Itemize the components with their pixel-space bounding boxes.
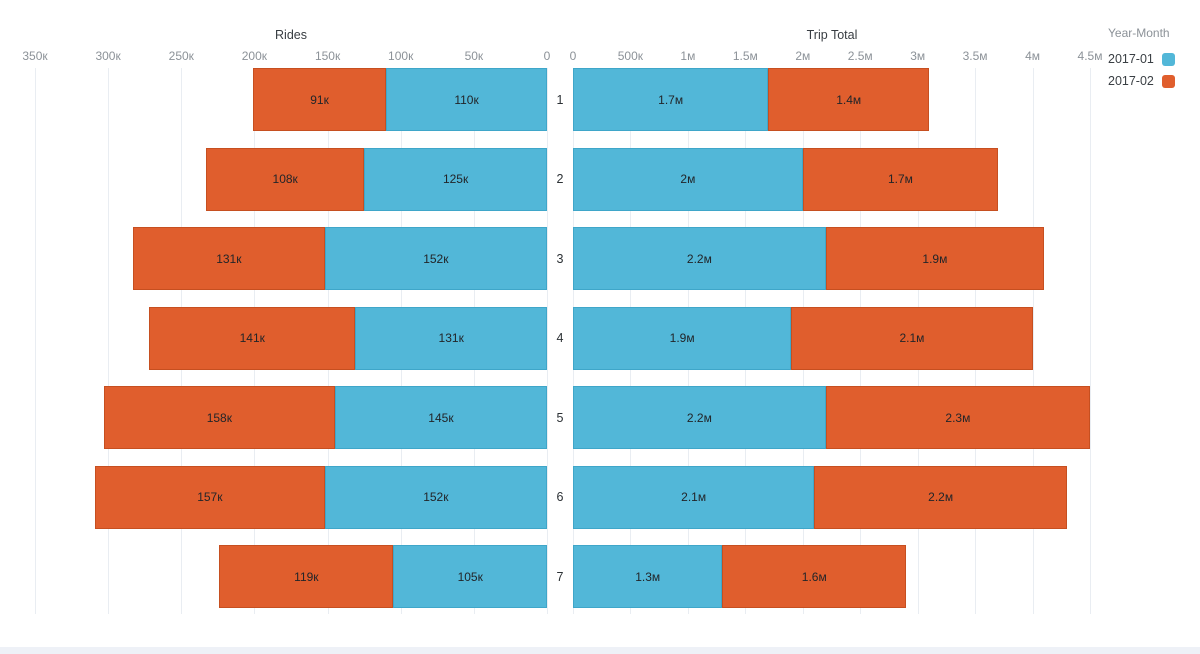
category-label: 2 [556,172,564,186]
legend-title: Year-Month [1108,26,1170,40]
category-label: 7 [556,569,564,584]
legend-item-label: 2017-02 [1108,74,1154,88]
bar-row: 1.7м 1.4м [573,68,1090,131]
legend-item-label: 2017-01 [1108,52,1154,66]
gridline [1032,68,1034,614]
bar-row: 1.3м 1.6м [573,545,1090,608]
axis-tick-label: 4.5м [1077,49,1103,63]
bar-segment-2017-02[interactable]: 108к [206,147,365,211]
axis-tick-label: 150к [314,49,341,63]
right-panel-title: Trip Total [806,28,858,42]
axis-tick-label: 0 [569,49,577,63]
category-label: 3 [556,251,564,266]
category-label: 4 [556,331,564,345]
bar-segment-2017-01[interactable]: 1.3м [573,545,723,608]
gridline [108,68,110,614]
axis-tick-label: 200к [241,49,268,63]
bar-segment-2017-01[interactable]: 145к [334,386,547,449]
legend-swatch [1161,74,1175,88]
bar-segment-2017-02[interactable]: 2.2м [814,465,1068,529]
bar-row: 141к 131к [35,306,547,370]
axis-tick-label: 3м [910,49,926,63]
bar-row: 2.2м 1.9м [573,227,1090,290]
axis-tick-label: 3.5м [962,49,988,63]
bar-segment-2017-01[interactable]: 131к [355,306,547,370]
axis-tick-label: 1.5м [732,49,758,63]
bar-segment-2017-01[interactable]: 1.7м [573,68,769,131]
bar-row: 1.9м 2.1м [573,306,1090,370]
bar-segment-2017-01[interactable]: 110к [386,68,547,131]
bar-segment-2017-02[interactable]: 1.9м [825,227,1045,290]
left-panel-title: Rides [275,28,307,42]
axis-tick-label: 2.5м [847,49,873,63]
axis-tick-label: 50к [464,49,484,63]
axis-tick-label: 0 [543,49,551,63]
bar-segment-2017-02[interactable]: 1.7м [802,147,999,211]
axis-tick-label: 4м [1025,49,1041,63]
bar-row: 2.2м 2.3м [573,386,1090,449]
right-panel-bars: 1.7м 1.4м 2м 1.7м 2.2м 1.9м 1.9м 2.1м 2.2м 2.3м 2.… [573,68,1090,608]
axis-tick-label: 250к [168,49,194,63]
bar-row: 119к 105к [35,545,547,608]
bar-segment-2017-02[interactable]: 2.1м [791,306,1033,370]
bar-row: 157к 152к [35,465,547,529]
bar-segment-2017-02[interactable]: 141к [149,306,356,370]
category-axis: 1 2 3 4 5 6 7 [547,68,573,608]
left-panel-bars: 91к 110к 108к 125к 131к 152к 141к 131к 158к 145к 1… [35,68,547,608]
bar-segment-2017-01[interactable]: 125к [364,147,547,211]
bar-row: 91к 110к [35,68,547,131]
bar-segment-2017-01[interactable]: 2.2м [573,386,826,449]
bar-segment-2017-01[interactable]: 2.2м [573,227,826,290]
category-label: 6 [556,490,564,504]
gridline [35,68,36,614]
axis-tick-label: 100к [388,49,414,63]
axis-tick-label: 2м [795,49,811,63]
gridline [1090,68,1091,614]
bar-segment-2017-02[interactable]: 157к [95,465,325,529]
legend-swatch [1161,52,1175,66]
bar-segment-2017-02[interactable]: 119к [219,545,394,608]
bar-segment-2017-01[interactable]: 152к [324,465,547,529]
axis-tick-label: 500к [617,49,644,63]
bar-row: 2.1м 2.2м [573,465,1090,529]
bar-row: 108к 125к [35,147,547,211]
legend-item-2017-02[interactable]: 2017-02 [1108,74,1196,88]
bar-row: 131к 152к [35,227,547,290]
bar-segment-2017-02[interactable]: 91к [252,68,387,131]
gridline [547,68,548,614]
legend-items: 2017-01 2017-02 [1108,52,1196,88]
axis-tick-label: 350к [22,49,48,63]
bar-segment-2017-02[interactable]: 158к [103,386,335,449]
axis-tick-label: 1м [680,49,696,63]
legend-item-2017-01[interactable]: 2017-01 [1108,52,1196,66]
axis-tick-label: 300к [95,49,121,63]
bar-segment-2017-01[interactable]: 152к [324,227,547,290]
category-label: 5 [556,410,564,425]
bar-row: 158к 145к [35,386,547,449]
bar-segment-2017-01[interactable]: 1.9м [573,306,792,370]
bar-segment-2017-01[interactable]: 2.1м [573,465,815,529]
bar-row: 2м 1.7м [573,147,1090,211]
legend: Year-Month 2017-01 2017-02 [1108,26,1196,96]
bar-segment-2017-01[interactable]: 105к [393,545,547,608]
bar-segment-2017-02[interactable]: 1.4м [768,68,930,131]
bar-segment-2017-02[interactable]: 131к [133,227,325,290]
bottom-scrollbar-track[interactable] [0,647,1200,654]
category-label: 1 [556,92,564,107]
bar-segment-2017-02[interactable]: 2.3м [825,386,1090,449]
bar-segment-2017-02[interactable]: 1.6м [722,545,907,608]
bar-segment-2017-01[interactable]: 2м [573,147,803,211]
